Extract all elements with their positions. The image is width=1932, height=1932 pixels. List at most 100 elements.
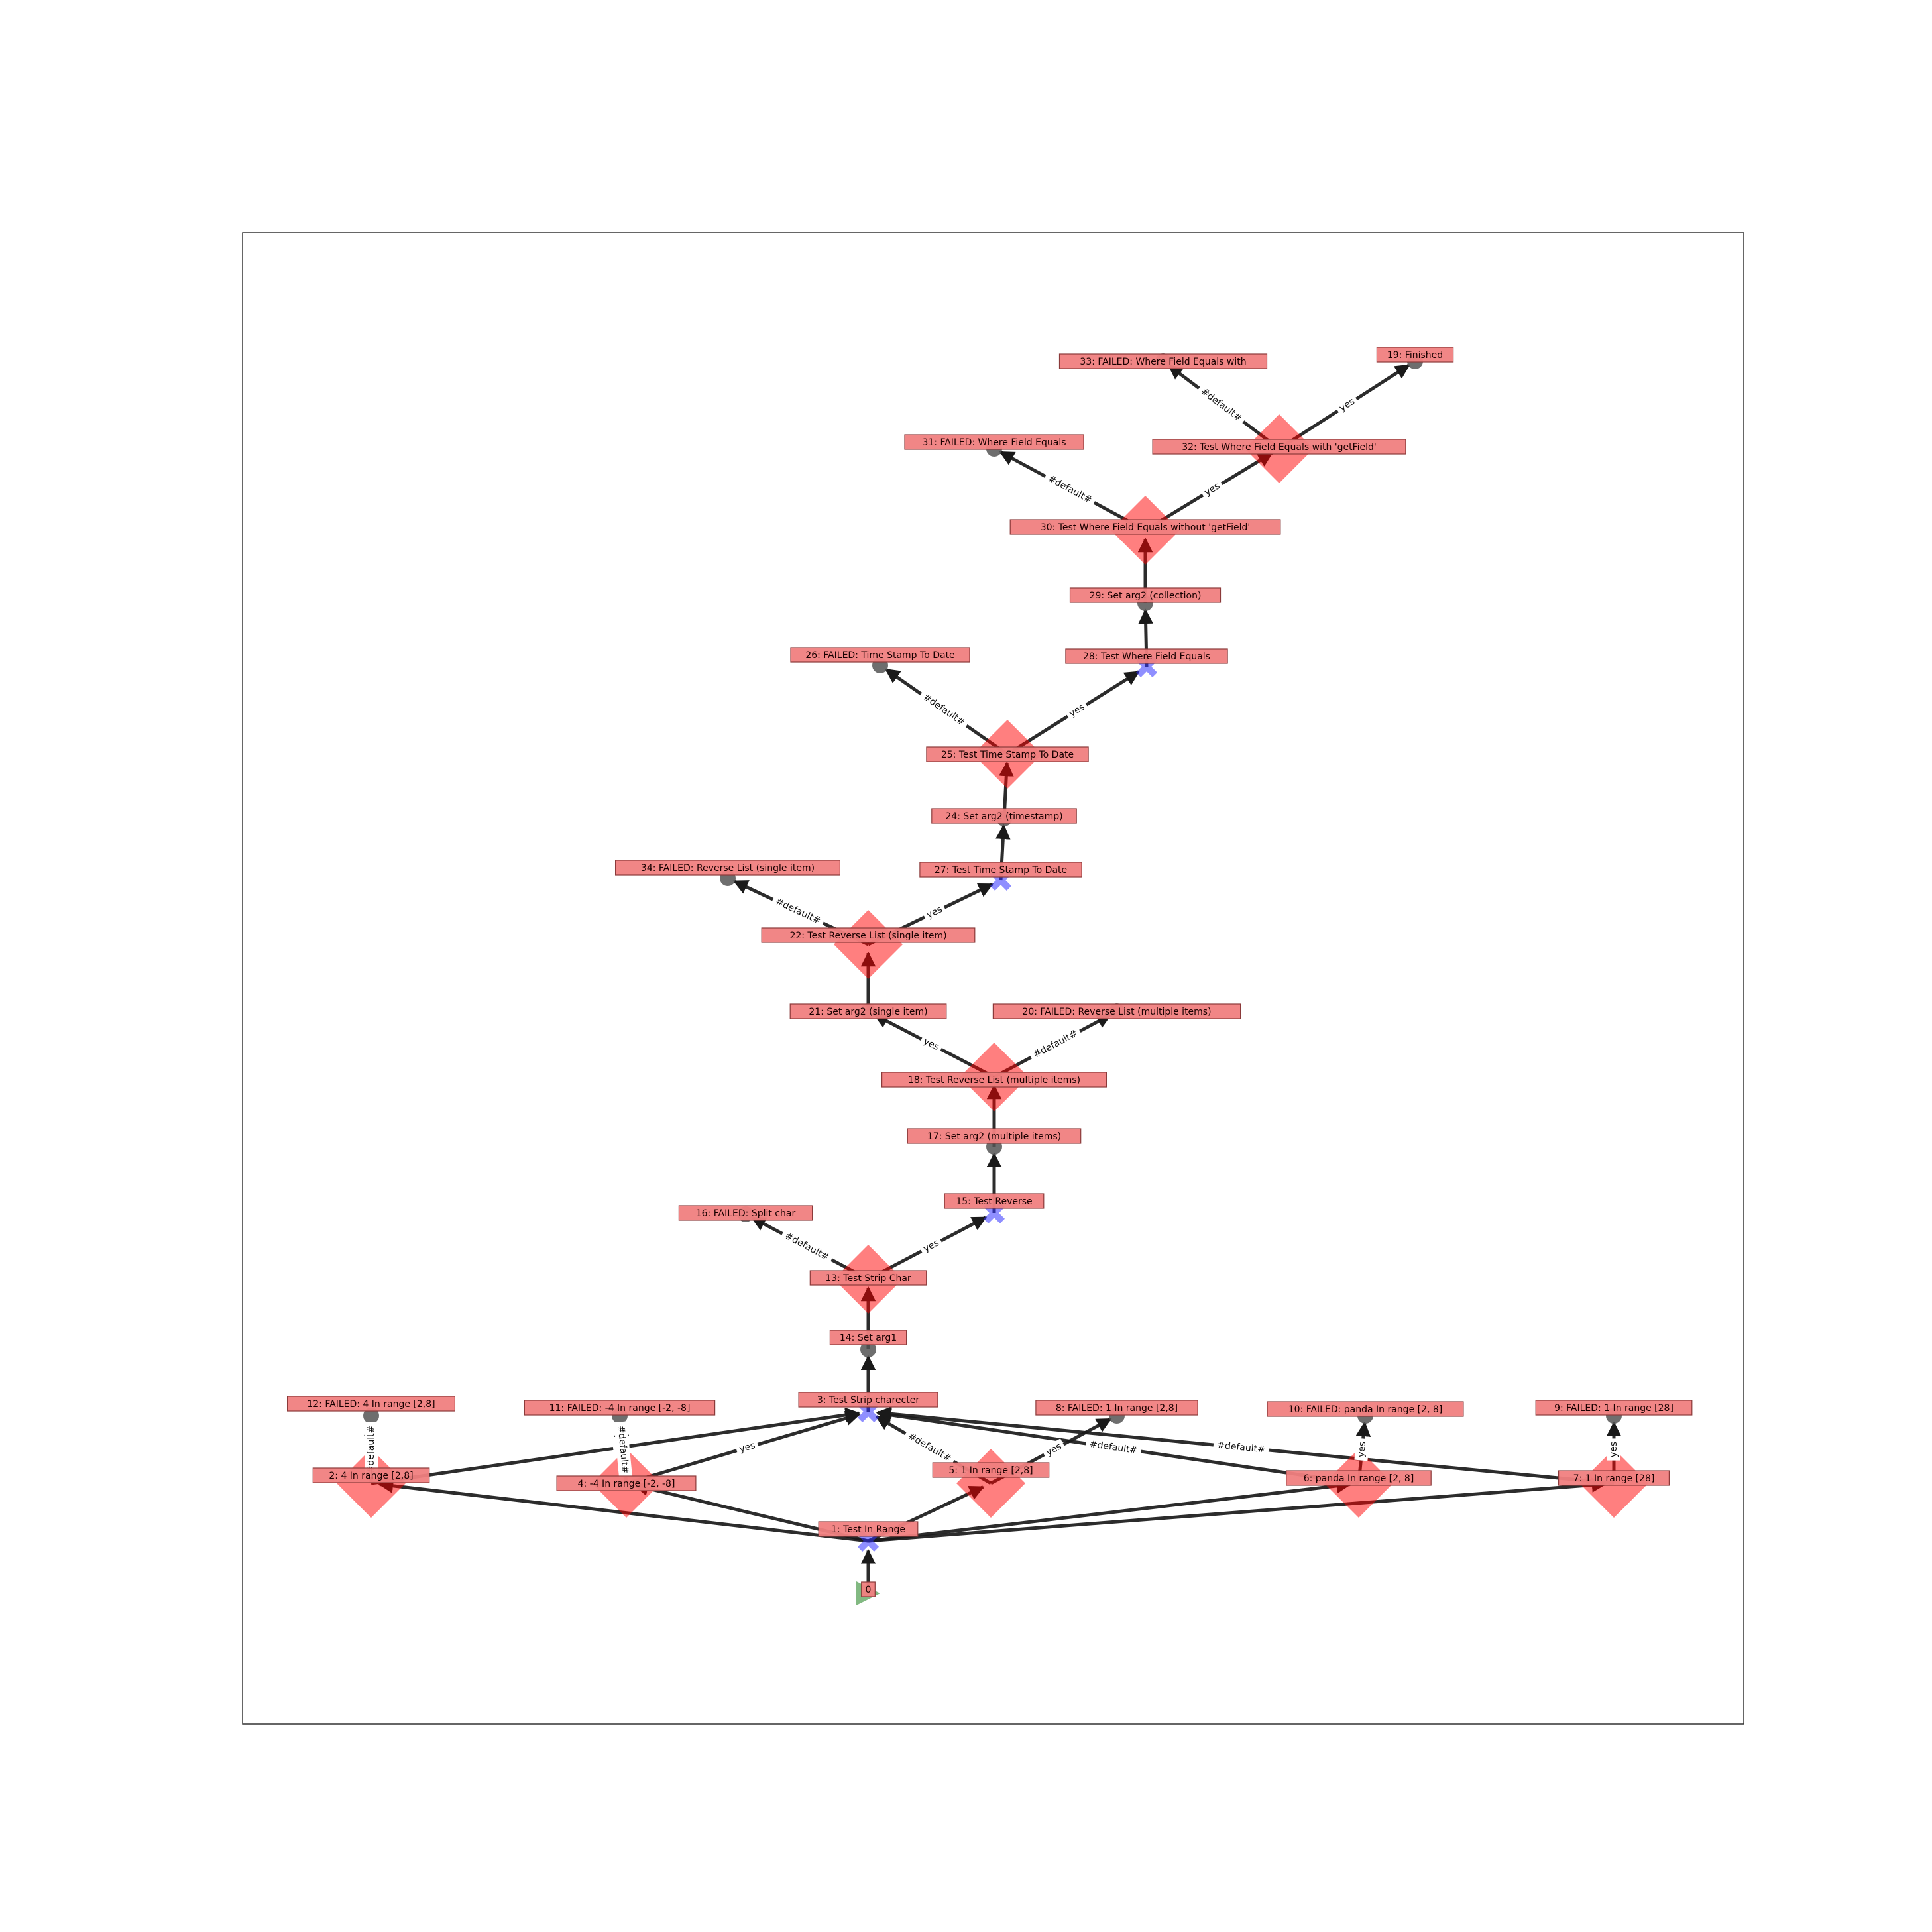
edge-label-text: #default# <box>783 1231 831 1263</box>
node-label-16: 16: FAILED: Split char <box>678 1205 813 1221</box>
node-label-text: 3: Test Strip charecter <box>817 1395 919 1406</box>
node-label-text: 32: Test Where Field Equals with 'getFie… <box>1182 442 1377 453</box>
node-label-26: 26: FAILED: Time Stamp To Date <box>790 647 970 663</box>
edge-label-background <box>1027 1025 1084 1064</box>
edge-label-25-28: yes <box>1064 699 1090 722</box>
nodes-layer <box>337 353 1648 1605</box>
node-22-diamond <box>834 910 903 979</box>
node-label-29: 29: Set arg2 (collection) <box>1069 587 1222 603</box>
edge-label-4-3: yes <box>734 1438 760 1457</box>
edge-label-background <box>918 1033 944 1056</box>
node-label-box <box>1558 1470 1670 1486</box>
node-label-box <box>931 808 1077 824</box>
node-label-box <box>798 1392 938 1408</box>
edge-label-background <box>1041 1438 1067 1461</box>
node-label-box <box>1376 347 1454 363</box>
node-label-box <box>1009 519 1281 535</box>
node-label-1: 1: Test In Range <box>818 1521 919 1537</box>
terminal-circle-marker <box>860 1341 876 1357</box>
node-label-27: 27: Test Time Stamp To Date <box>919 862 1082 878</box>
node-label-11: 11: FAILED: -4 In range [-2, -8] <box>524 1400 716 1416</box>
edge-label-background <box>1212 1438 1270 1457</box>
node-label-text: 24: Set arg2 (timestamp) <box>945 811 1062 822</box>
node-label-12: 12: FAILED: 4 In range [2,8] <box>287 1396 456 1412</box>
edge-label-background <box>1085 1437 1142 1458</box>
node-label-text: 22: Test Reverse List (single item) <box>789 931 946 941</box>
edge-labels-layer: )#default#yes#default##default#yes#defau… <box>365 382 1620 1478</box>
node-label-box <box>829 1330 907 1345</box>
edge-label-background <box>918 1235 944 1257</box>
edge-label-text: #default# <box>1046 473 1094 506</box>
node-label-5: 5: 1 In range [2,8] <box>932 1462 1050 1478</box>
node-labels-layer: 0 1: Test In Range 2: 4 In range [2,8] 3: T… <box>287 347 1693 1597</box>
node-label-15: 15: Test Reverse <box>944 1193 1045 1209</box>
edge-label-4-11: #default# <box>613 1421 633 1478</box>
node-label-30: 30: Test Where Field Equals without 'get… <box>1009 519 1281 535</box>
node-label-34: 34: FAILED: Reverse List (single item) <box>614 860 840 876</box>
decision-diamond-marker <box>956 1449 1025 1518</box>
node-12-circle <box>363 1408 379 1424</box>
node-label-text: 15: Test Reverse <box>956 1196 1032 1207</box>
edge-label-22-27: yes <box>921 901 948 923</box>
edge-label-25-26: #default# <box>917 688 971 732</box>
node-label-box <box>1535 1400 1693 1416</box>
node-label-box <box>1286 1470 1432 1486</box>
node-label-text: 2: 4 In range [2,8] <box>329 1471 413 1481</box>
edge-1-7 <box>868 1477 1607 1543</box>
node-2-diamond <box>337 1449 406 1518</box>
edge-label-text: yes <box>738 1440 757 1455</box>
edge-label-13-16: #default# <box>779 1227 835 1266</box>
node-label-text: 30: Test Where Field Equals without 'get… <box>1041 522 1251 533</box>
node-label-box <box>1058 353 1268 369</box>
node-label-text: 16: FAILED: Split char <box>696 1208 796 1219</box>
edge-label-13-15: yes <box>918 1235 944 1257</box>
node-label-18: 18: Test Reverse List (multiple items) <box>881 1072 1107 1088</box>
node-label-box <box>932 1462 1050 1478</box>
node-label-box <box>761 927 976 943</box>
node-label-9: 9: FAILED: 1 In range [28] <box>1535 1400 1693 1416</box>
node-label-text: 29: Set arg2 (collection) <box>1090 591 1202 601</box>
edge-label-30-32: yes <box>1199 478 1225 501</box>
node-label-33: 33: FAILED: Where Field Equals with <box>1058 353 1268 369</box>
edge-label-background <box>779 1227 835 1266</box>
edge-label-background <box>1607 1438 1620 1461</box>
node-label-box <box>926 746 1089 762</box>
node-label-text: 1: Test In Range <box>831 1524 905 1535</box>
node-label-box <box>1065 648 1228 664</box>
edge-1-6 <box>868 1478 1352 1543</box>
node-label-text: 11: FAILED: -4 In range [-2, -8] <box>549 1403 691 1414</box>
node-label-box <box>789 1003 947 1019</box>
node-label-text: 28: Test Where Field Equals <box>1083 652 1210 662</box>
edge-label-background <box>365 1422 378 1477</box>
node-label-text: 25: Test Time Stamp To Date <box>941 750 1074 760</box>
node-label-box <box>1035 1400 1198 1416</box>
edge-label-text: #default# <box>921 692 967 728</box>
edge-label-30-31: #default# <box>1042 470 1098 509</box>
node-label-box <box>907 1128 1082 1144</box>
node-label-7: 7: 1 In range [28] <box>1558 1470 1670 1486</box>
node-label-text: 5: 1 In range [2,8] <box>948 1465 1033 1476</box>
node-label-25: 25: Test Time Stamp To Date <box>926 746 1089 762</box>
edge-label-32-33: #default# <box>1195 382 1247 427</box>
edge-label-background <box>1042 470 1098 509</box>
node-label-2: 2: 4 In range [2,8] <box>312 1467 430 1483</box>
edge-label-background <box>1334 393 1360 417</box>
edge-label-2-12: #default# <box>365 1422 378 1477</box>
edge-label-background <box>769 893 826 929</box>
node-5-diamond <box>956 1449 1025 1518</box>
decision-diamond-marker <box>337 1449 406 1518</box>
node-label-box <box>678 1205 813 1221</box>
edge-label-background <box>613 1421 633 1478</box>
node-label-0: 0 <box>861 1581 876 1597</box>
plot-frame <box>242 232 1744 1725</box>
edge-label-18-20: #default# <box>1027 1025 1084 1064</box>
edge-label-background <box>1064 699 1090 722</box>
node-label-box <box>992 1003 1241 1019</box>
node-label-text: 34: FAILED: Reverse List (single item) <box>641 863 815 874</box>
node-label-box <box>818 1521 919 1537</box>
node-label-6: 6: panda In range [2, 8] <box>1286 1470 1432 1486</box>
node-label-text: 14: Set arg1 <box>840 1333 897 1343</box>
node-label-text: 13: Test Strip Char <box>825 1273 911 1284</box>
edge-label-22-34: #default# <box>769 893 826 929</box>
